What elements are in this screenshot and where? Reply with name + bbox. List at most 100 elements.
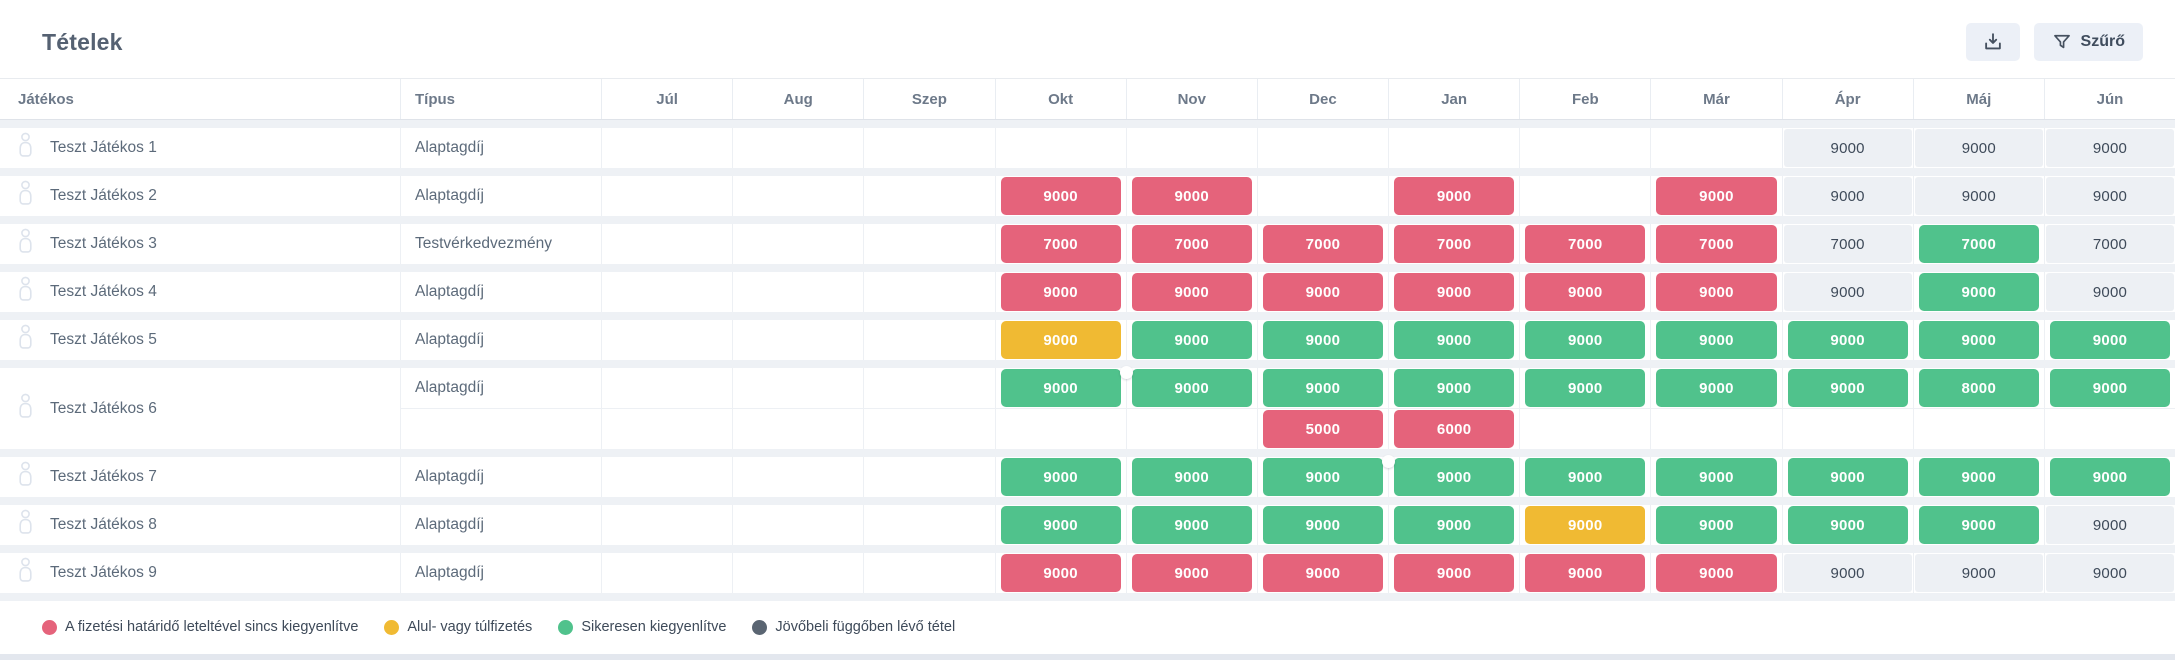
month-cell[interactable]: 9000	[1912, 176, 2044, 216]
amount-future-cell[interactable]: 9000	[1914, 129, 2043, 167]
amount-status-pill[interactable]: 8000	[1918, 369, 2039, 407]
month-cell[interactable]: 9000	[1519, 457, 1650, 497]
amount-status-pill[interactable]: 9000	[1394, 458, 1515, 496]
player-cell[interactable]: Teszt Játékos 8	[0, 505, 400, 545]
player-cell[interactable]: Teszt Játékos 7	[0, 457, 400, 497]
amount-status-pill[interactable]: 9000	[1525, 273, 1646, 311]
month-cell[interactable]: 9000	[1781, 505, 1913, 545]
month-cell[interactable]: 9000	[1125, 272, 1257, 312]
amount-status-pill[interactable]: 7000	[1656, 225, 1777, 263]
month-cell[interactable]: 9000	[1781, 272, 1913, 312]
month-cell[interactable]: 9000	[1388, 176, 1519, 216]
month-cell[interactable]: 9000	[1388, 320, 1519, 360]
table-row[interactable]: Teszt Játékos 2 Alaptagdíj 9000 9000 9000 900…	[0, 176, 2175, 216]
amount-status-pill[interactable]: 9000	[1918, 458, 2039, 496]
amount-status-pill[interactable]: 9000	[1656, 273, 1777, 311]
month-cell[interactable]: 9000	[994, 366, 1133, 408]
month-cell[interactable]: 7000	[1650, 224, 1781, 264]
amount-status-pill[interactable]: 9000	[1000, 273, 1121, 311]
filter-button[interactable]: Szűrő	[2033, 23, 2143, 61]
amount-status-pill[interactable]: 9000	[1262, 506, 1384, 544]
month-cell[interactable]: 9000	[994, 320, 1126, 360]
month-cell[interactable]: 9000	[2043, 320, 2175, 360]
amount-status-pill[interactable]: 7000	[1262, 225, 1384, 263]
month-cell[interactable]: 9000	[1256, 320, 1388, 360]
amount-status-pill[interactable]: 9000	[1918, 321, 2039, 359]
amount-status-pill[interactable]: 9000	[1656, 506, 1777, 544]
month-cell[interactable]: 9000	[1912, 320, 2044, 360]
amount-status-pill[interactable]: 9000	[1000, 369, 1121, 407]
month-cell[interactable]: 9000	[1125, 553, 1257, 593]
month-cell[interactable]: 9000	[1781, 553, 1913, 593]
player-cell[interactable]: Teszt Játékos 1	[0, 128, 400, 168]
amount-future-cell[interactable]: 7000	[1783, 225, 1912, 263]
amount-status-pill[interactable]: 9000	[1131, 458, 1252, 496]
table-row[interactable]: Teszt Játékos 8 Alaptagdíj 9000 9000 9000 900…	[0, 505, 2175, 545]
month-cell[interactable]: 9000	[1781, 128, 1913, 168]
month-cell[interactable]: 9000	[1256, 455, 1396, 497]
amount-future-cell[interactable]: 9000	[1914, 554, 2043, 592]
month-cell[interactable]: 9000	[1650, 553, 1781, 593]
amount-status-pill[interactable]: 9000	[1262, 321, 1384, 359]
amount-status-pill[interactable]: 9000	[1000, 554, 1121, 592]
amount-status-pill[interactable]: 7000	[1394, 225, 1515, 263]
amount-status-pill[interactable]: 9000	[1525, 554, 1646, 592]
amount-status-pill[interactable]: 9000	[1262, 273, 1384, 311]
amount-future-cell[interactable]: 9000	[1783, 129, 1912, 167]
month-cell[interactable]: 7000	[1912, 224, 2044, 264]
month-cell[interactable]: 9000	[1256, 505, 1388, 545]
month-cell[interactable]: 9000	[2043, 505, 2175, 545]
month-cell[interactable]: 9000	[1125, 505, 1257, 545]
amount-status-pill[interactable]: 9000	[1262, 554, 1384, 592]
table-row[interactable]: Teszt Játékos 7 Alaptagdíj 9000 9000 9000 900…	[0, 455, 2175, 497]
amount-status-pill[interactable]: 9000	[1394, 369, 1515, 407]
amount-status-pill[interactable]: 9000	[1000, 177, 1121, 215]
player-cell[interactable]: Teszt Játékos 2	[0, 176, 400, 216]
month-cell[interactable]: 7000	[1256, 224, 1388, 264]
amount-status-pill[interactable]: 7000	[1000, 225, 1121, 263]
amount-status-pill[interactable]: 9000	[1394, 177, 1515, 215]
month-cell[interactable]: 9000	[1650, 457, 1781, 497]
month-cell[interactable]: 9000	[1912, 553, 2044, 593]
month-cell[interactable]: 9000	[1125, 176, 1257, 216]
amount-status-pill[interactable]: 6000	[1394, 410, 1515, 448]
amount-status-pill[interactable]: 9000	[2049, 369, 2171, 407]
player-cell[interactable]: Teszt Játékos 9	[0, 553, 400, 593]
month-cell[interactable]: 9000	[1388, 457, 1519, 497]
month-cell[interactable]: 9000	[1912, 505, 2044, 545]
month-cell[interactable]: 9000	[1388, 272, 1519, 312]
month-cell[interactable]: 7000	[1781, 224, 1913, 264]
month-cell[interactable]: 7000	[1388, 224, 1519, 264]
month-cell[interactable]: 9000	[994, 505, 1126, 545]
month-cell[interactable]: 9000	[1256, 272, 1388, 312]
amount-status-pill[interactable]: 9000	[1262, 458, 1384, 496]
amount-future-cell[interactable]: 9000	[1914, 177, 2043, 215]
amount-future-cell[interactable]: 9000	[1783, 554, 1912, 592]
month-cell[interactable]: 9000	[994, 457, 1126, 497]
month-cell[interactable]: 9000	[2043, 272, 2175, 312]
player-cell[interactable]: Teszt Játékos 6	[0, 368, 400, 449]
table-row[interactable]: Teszt Játékos 3 Testvérkedvezmény 7000 7000…	[0, 224, 2175, 264]
amount-status-pill[interactable]: 9000	[1394, 554, 1515, 592]
amount-status-pill[interactable]: 9000	[1525, 506, 1646, 544]
amount-status-pill[interactable]: 9000	[1787, 321, 1908, 359]
month-cell[interactable]: 9000	[2043, 128, 2175, 168]
month-cell[interactable]: 9000	[1650, 368, 1781, 408]
table-row[interactable]: Teszt Játékos 6 Alaptagdíj 9000 9000 9000 900…	[0, 366, 2175, 449]
amount-future-cell[interactable]: 9000	[1783, 273, 1912, 311]
month-cell[interactable]: 9000	[1650, 320, 1781, 360]
amount-status-pill[interactable]: 9000	[1787, 369, 1908, 407]
amount-status-pill[interactable]: 9000	[1525, 458, 1646, 496]
table-row[interactable]: Teszt Játékos 1 Alaptagdíj 9000 9000 9000	[0, 128, 2175, 168]
month-cell[interactable]: 9000	[1519, 272, 1650, 312]
month-cell[interactable]: 9000	[1125, 368, 1257, 408]
amount-status-pill[interactable]: 9000	[1000, 506, 1121, 544]
amount-status-pill[interactable]: 9000	[1787, 458, 1908, 496]
amount-future-cell[interactable]: 9000	[2045, 129, 2175, 167]
month-cell[interactable]: 9000	[1388, 505, 1519, 545]
month-cell[interactable]: 9000	[1388, 368, 1519, 408]
amount-status-pill[interactable]: 9000	[2049, 321, 2171, 359]
amount-status-pill[interactable]: 9000	[1131, 273, 1252, 311]
amount-status-pill[interactable]: 9000	[1394, 321, 1515, 359]
month-cell[interactable]: 9000	[1650, 176, 1781, 216]
